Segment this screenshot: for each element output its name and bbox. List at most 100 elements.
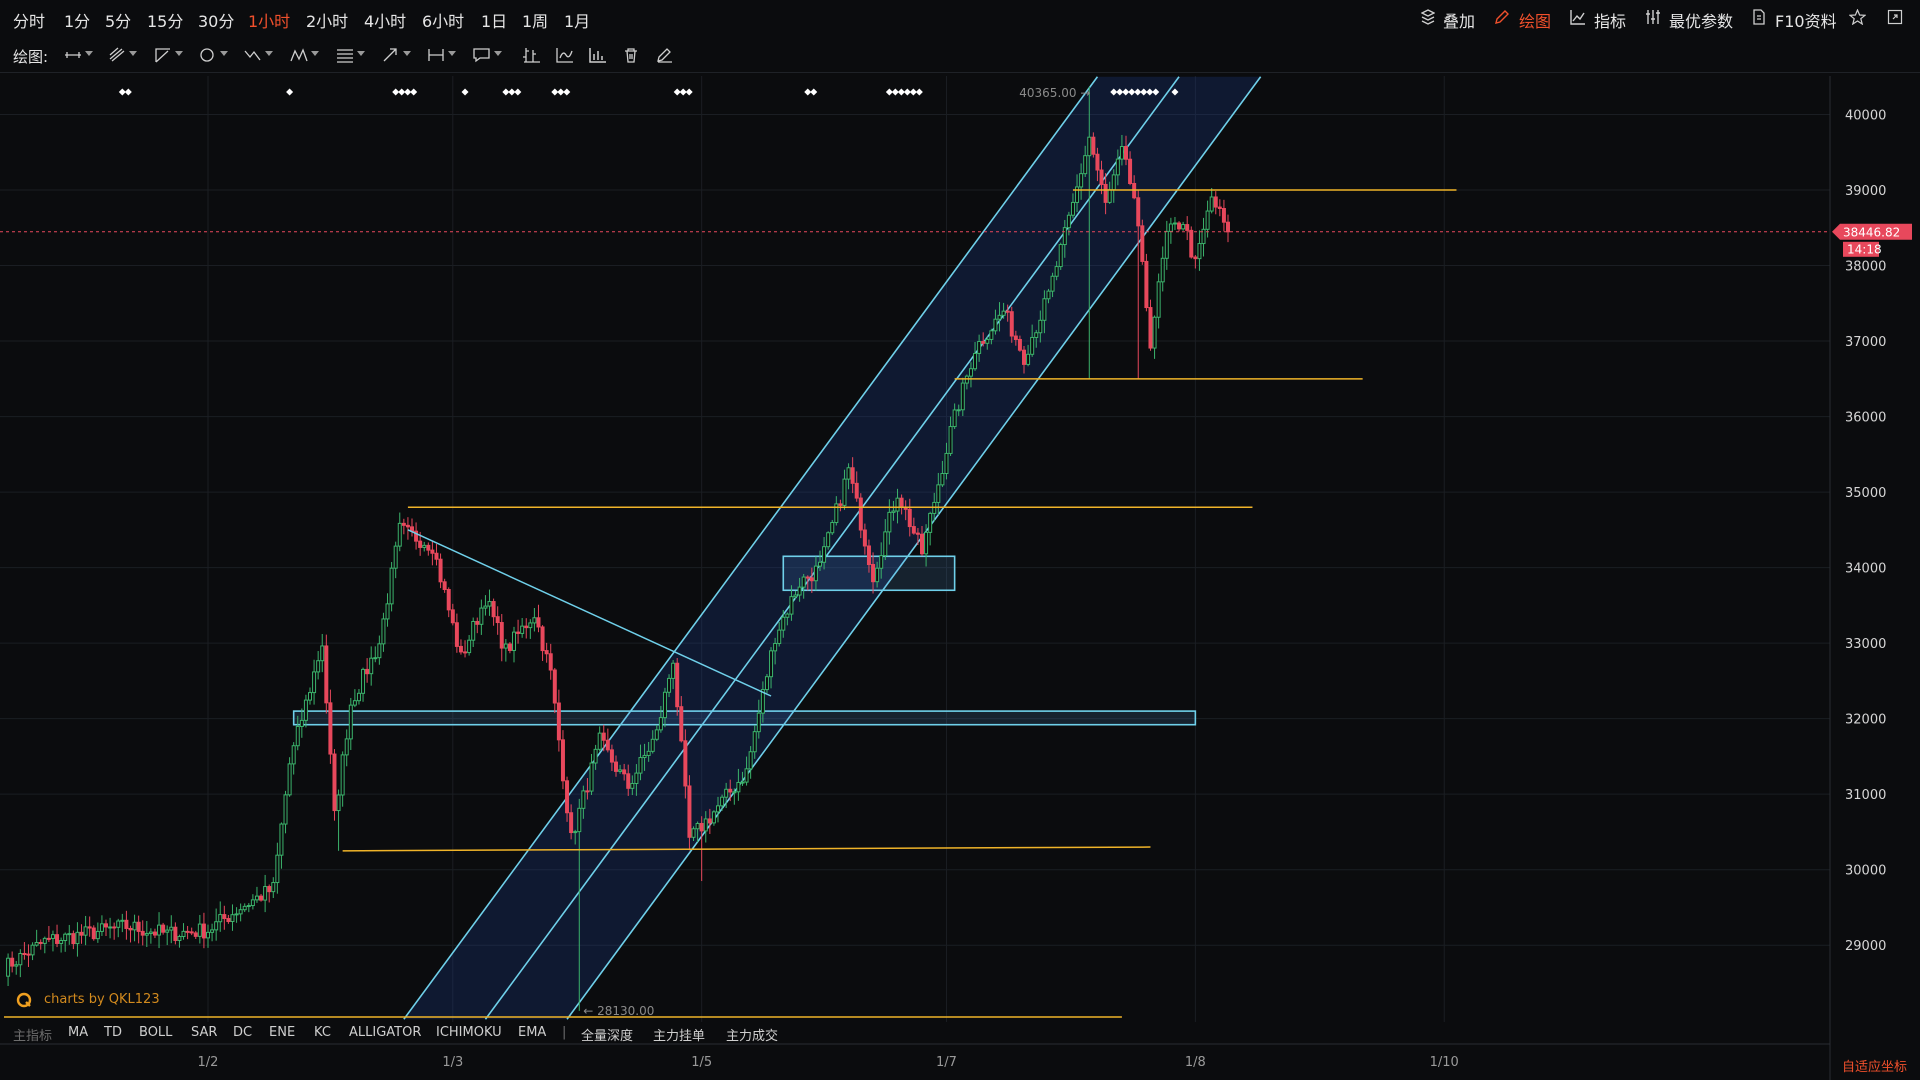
candle-down (454, 622, 459, 647)
candle-down (507, 643, 512, 651)
channel-line-middle[interactable] (484, 76, 1180, 1020)
candle-up (271, 882, 276, 893)
candle-up (716, 805, 720, 813)
indicator-full-depth[interactable]: 全量深度 (581, 1029, 634, 1044)
signal-marker-icon (915, 88, 923, 96)
tab-timeframe-1w[interactable]: 1周 (522, 12, 549, 31)
candle-down (1136, 197, 1141, 227)
candle-up (483, 605, 488, 609)
indicator-td[interactable]: TD (104, 1025, 122, 1040)
candle-up (1083, 155, 1088, 175)
candlestick-chart[interactable]: 29000 30000 31000 32000 33000 34000 35000 36000… (0, 76, 1920, 1080)
best-params-button[interactable]: 最优参数 (1669, 12, 1734, 31)
y-tick-label: 31000 (1845, 788, 1886, 803)
candle-down (124, 919, 129, 929)
candle-up (948, 426, 953, 454)
candle-down (458, 645, 463, 653)
candle-down (858, 497, 863, 531)
tab-timeframe-1mo[interactable]: 1月 (564, 12, 591, 31)
indicator-dc[interactable]: DC (233, 1025, 253, 1040)
tab-timeframe-30m[interactable]: 30分 (198, 12, 235, 31)
candle-down (1022, 349, 1026, 365)
candle-down (438, 558, 443, 583)
candle-up (985, 338, 990, 344)
range-box[interactable] (292, 710, 1197, 726)
x-tick-label: 1/10 (1430, 1055, 1459, 1070)
candle-up (597, 732, 602, 750)
candle-up (801, 576, 806, 588)
indicator-ema[interactable]: EMA (518, 1025, 547, 1040)
candle-up (960, 382, 965, 411)
candle-up (59, 940, 64, 944)
candle-up (1054, 266, 1059, 277)
signal-marker-icon (557, 88, 565, 96)
indicator-alligator[interactable]: ALLIGATOR (349, 1025, 422, 1040)
candle-down (434, 552, 439, 560)
candle-up (781, 616, 786, 631)
candle-up (1209, 196, 1214, 212)
trendline[interactable] (407, 529, 772, 697)
candle-up (206, 931, 210, 939)
candle-down (862, 529, 867, 547)
candle-up (1058, 244, 1063, 268)
fullscreen-icon[interactable] (1887, 9, 1903, 29)
candle-up (940, 472, 945, 486)
candle-down (601, 732, 606, 741)
candle-down (442, 581, 447, 591)
tab-timeframe-5m[interactable]: 5分 (105, 12, 132, 31)
channel-line-upper[interactable] (403, 76, 1099, 1020)
candle-down (560, 739, 565, 782)
tab-timeframe-1d[interactable]: 1日 (481, 12, 508, 31)
candle-up (30, 944, 35, 956)
star-icon[interactable] (1848, 8, 1867, 29)
candle-up (662, 691, 667, 719)
tab-timeframe-2h[interactable]: 2小时 (306, 12, 349, 31)
tab-timeframe-15m[interactable]: 15分 (147, 12, 184, 31)
tab-timeframe-1h[interactable]: 1小时 (248, 12, 291, 31)
indicator-main-orders[interactable]: 主力挂单 (653, 1029, 706, 1044)
candle-up (254, 895, 259, 901)
candle-down (915, 532, 920, 535)
candle-up (512, 631, 516, 651)
overlay-button[interactable]: 叠加 (1443, 12, 1476, 31)
sloped-level-line[interactable] (342, 846, 1151, 852)
candle-up (1062, 227, 1067, 246)
indicator-button[interactable]: 指标 (1594, 12, 1627, 31)
candle-down (1148, 307, 1153, 349)
indicator-ichimoku[interactable]: ICHIMOKU (436, 1025, 502, 1040)
signal-marker-icon (508, 88, 516, 96)
f10-info-button[interactable]: F10资料 (1775, 12, 1837, 31)
candle-down (463, 651, 468, 654)
draw-button[interactable]: 绘图 (1519, 12, 1552, 31)
candle-up (246, 905, 251, 908)
candle-down (136, 921, 141, 932)
candle-down (112, 926, 117, 929)
candle-up (99, 923, 104, 932)
channel-line-lower[interactable] (566, 76, 1262, 1020)
candle-down (707, 818, 712, 824)
candle-up (703, 818, 708, 832)
candle-down (552, 669, 557, 704)
indicator-ma[interactable]: MA (68, 1025, 89, 1040)
candle-up (691, 828, 696, 838)
tab-timeframe-4h[interactable]: 4小时 (364, 12, 407, 31)
candle-down (981, 341, 986, 344)
candle-up (769, 650, 774, 678)
candle-down (850, 467, 855, 484)
indicator-kc[interactable]: KC (314, 1025, 331, 1040)
adaptive-axis-button[interactable]: 自适应坐标 (1842, 1060, 1908, 1075)
candle-down (1221, 208, 1226, 223)
tab-timeframe-1m[interactable]: 1分 (64, 12, 91, 31)
indicator-main-trades[interactable]: 主力成交 (726, 1029, 779, 1044)
candle-up (846, 467, 851, 480)
indicator-ene[interactable]: ENE (269, 1025, 296, 1040)
candle-down (911, 526, 916, 534)
candle-up (989, 330, 994, 340)
candle-down (622, 769, 627, 775)
indicator-sar[interactable]: SAR (191, 1025, 218, 1040)
tab-timeframe-6h[interactable]: 6小时 (422, 12, 465, 31)
candle-up (1001, 310, 1006, 316)
indicator-boll[interactable]: BOLL (139, 1025, 173, 1040)
candle-down (1140, 225, 1145, 262)
tab-timeframe-fenshi[interactable]: 分时 (13, 12, 46, 31)
